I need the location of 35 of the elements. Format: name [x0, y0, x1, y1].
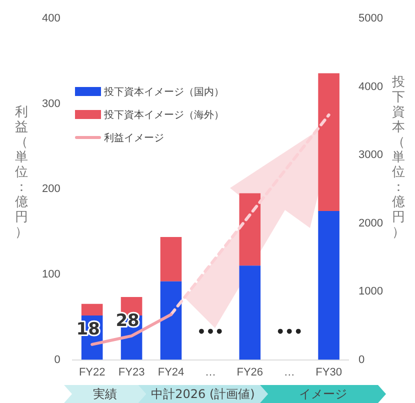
y2-tick-label: 2000	[358, 217, 384, 230]
y2-tick-label: 3000	[358, 149, 384, 162]
bar	[239, 193, 261, 266]
bar	[81, 304, 103, 316]
x-tick-label: FY30	[316, 366, 342, 378]
legend-label: 投下資本イメージ（国内）	[104, 86, 224, 98]
y-tick-label: 400	[42, 12, 60, 25]
bar	[160, 236, 182, 282]
text: 実績	[64, 385, 146, 403]
bar	[318, 211, 340, 360]
text: 中計2026 (計画値)	[138, 385, 268, 403]
bar	[318, 73, 340, 212]
y2-tick-label: 1000	[358, 286, 384, 298]
annotation: •••	[197, 324, 224, 340]
x-tick-label: …	[204, 366, 216, 378]
y-tick-label: 0	[54, 354, 60, 366]
y-tick-label: 200	[42, 183, 60, 196]
text: 利益（単位：億円）	[15, 105, 28, 240]
x-tick-label: FY26	[236, 366, 264, 378]
x-tick-label: FY23	[118, 366, 145, 378]
y-tick-label: 100	[42, 268, 60, 281]
y2-tick-label: 4000	[358, 80, 384, 93]
bar	[160, 281, 182, 360]
annotation: •••	[276, 324, 303, 340]
text: イメージ	[260, 385, 386, 403]
y2-tick-label: 0	[358, 354, 365, 366]
y2-tick-label: 5000	[358, 12, 384, 25]
x-tick-label: FY24	[158, 366, 184, 378]
text: 投下資本（単位：億円）	[392, 75, 405, 240]
x-tick-label: …	[284, 366, 295, 378]
legend-label: 利益イメージ	[104, 132, 164, 144]
x-tick-label: FY22	[78, 366, 106, 378]
y-tick-label: 300	[42, 98, 60, 110]
bar	[239, 266, 261, 360]
legend-label: 投下資本イメージ（海外）	[104, 108, 224, 122]
